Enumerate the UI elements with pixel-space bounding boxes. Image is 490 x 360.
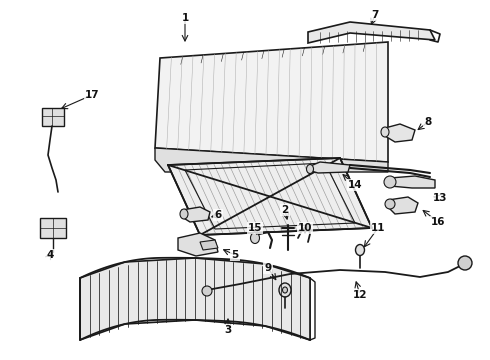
Polygon shape: [390, 176, 435, 188]
Text: 4: 4: [47, 250, 54, 260]
Text: 9: 9: [265, 263, 271, 273]
Circle shape: [384, 176, 396, 188]
Circle shape: [385, 199, 395, 209]
FancyBboxPatch shape: [40, 218, 66, 238]
Polygon shape: [155, 148, 388, 172]
Polygon shape: [385, 124, 415, 142]
Text: 14: 14: [348, 180, 362, 190]
Text: 11: 11: [371, 223, 385, 233]
Text: 13: 13: [433, 193, 447, 203]
Text: 2: 2: [281, 205, 289, 215]
Polygon shape: [178, 233, 218, 256]
Polygon shape: [155, 42, 388, 162]
Text: 17: 17: [85, 90, 99, 100]
Polygon shape: [308, 22, 435, 43]
Text: 6: 6: [215, 210, 221, 220]
Ellipse shape: [356, 244, 365, 256]
Circle shape: [202, 286, 212, 296]
Text: 16: 16: [431, 217, 445, 227]
Text: 12: 12: [353, 290, 367, 300]
Text: 10: 10: [298, 223, 312, 233]
Polygon shape: [80, 258, 310, 340]
Ellipse shape: [250, 233, 260, 243]
Ellipse shape: [180, 209, 188, 219]
Ellipse shape: [381, 127, 389, 137]
Polygon shape: [200, 240, 218, 250]
Text: 5: 5: [231, 250, 239, 260]
Polygon shape: [308, 162, 350, 173]
Ellipse shape: [279, 283, 291, 297]
Circle shape: [458, 256, 472, 270]
Text: 3: 3: [224, 325, 232, 335]
Text: 7: 7: [371, 10, 379, 20]
Ellipse shape: [283, 287, 288, 293]
Text: 15: 15: [248, 223, 262, 233]
Ellipse shape: [307, 165, 314, 174]
Polygon shape: [388, 197, 418, 214]
Text: 1: 1: [181, 13, 189, 23]
Polygon shape: [168, 158, 372, 235]
FancyBboxPatch shape: [42, 108, 64, 126]
Polygon shape: [182, 207, 210, 222]
Text: 8: 8: [424, 117, 432, 127]
